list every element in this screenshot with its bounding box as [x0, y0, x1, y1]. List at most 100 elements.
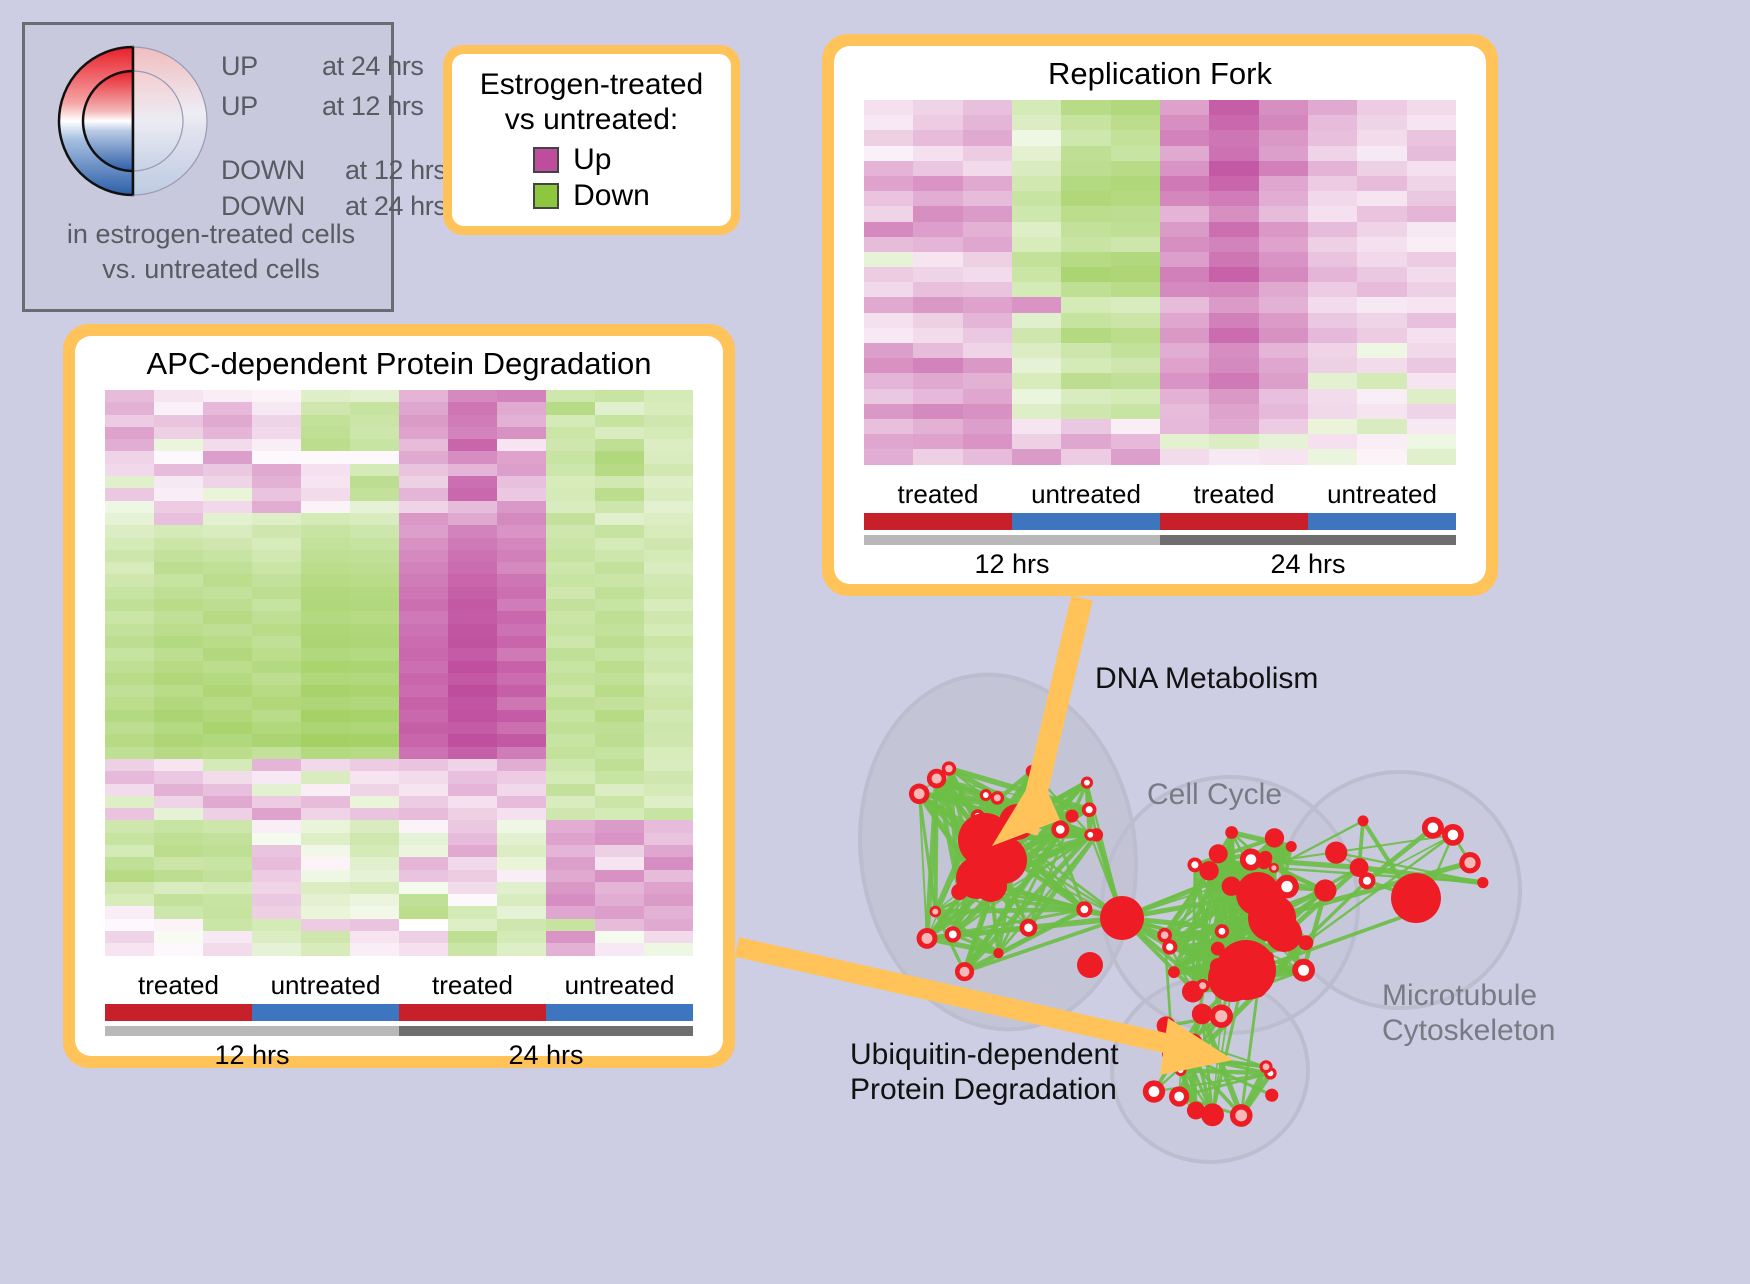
heatmap-cell [546, 476, 595, 488]
heatmap-cell [644, 673, 693, 685]
heatmap-cell [154, 796, 203, 808]
heatmap-cell [546, 488, 595, 500]
heatmap-cell [203, 943, 252, 955]
heatmap-cell [1308, 237, 1357, 252]
network-node [1391, 873, 1441, 923]
heatmap-cell [1357, 434, 1406, 449]
heatmap-cell [1012, 176, 1061, 191]
heatmap-cell [399, 562, 448, 574]
heatmap-cell [105, 415, 154, 427]
heatmap-cell [301, 820, 350, 832]
heatmap-cell [448, 820, 497, 832]
heatmap-cell [644, 882, 693, 894]
heatmap-cell [1061, 146, 1110, 161]
heatmap-cell [546, 661, 595, 673]
heatmap-cell [301, 574, 350, 586]
heatmap-cell [105, 759, 154, 771]
heatmap-cell [105, 402, 154, 414]
heatmap-cell [1308, 328, 1357, 343]
heatmap-cell [154, 759, 203, 771]
timepoint-label-0: 12 hrs [864, 545, 1160, 580]
heatmap-cell [595, 673, 644, 685]
heatmap-cell [350, 906, 399, 918]
heatmap-cell [399, 943, 448, 955]
heatmap-cell [913, 176, 962, 191]
heatmap-cell [1061, 282, 1110, 297]
heatmap-cell [595, 870, 644, 882]
heatmap-cell [1012, 161, 1061, 176]
heatmap-cell [350, 734, 399, 746]
heatmap-cell [154, 882, 203, 894]
network-node [1192, 1004, 1213, 1025]
heatmap-cell [497, 427, 546, 439]
heatmap-cell [644, 870, 693, 882]
heatmap-cell [497, 673, 546, 685]
heatmap-cell [1259, 434, 1308, 449]
heatmap-cell [301, 624, 350, 636]
heatmap-cell [203, 415, 252, 427]
heatmap-cell [448, 611, 497, 623]
heatmap-cell [913, 343, 962, 358]
heatmap-cell [154, 820, 203, 832]
network-node [1066, 809, 1079, 822]
heatmap-cell [1209, 237, 1258, 252]
heatmap-cell [1111, 130, 1160, 145]
heatmap-cell [1357, 313, 1406, 328]
network-node-core [1087, 832, 1093, 838]
network-node-core [1191, 861, 1198, 868]
heatmap-cell [399, 525, 448, 537]
heatmap-cell [350, 771, 399, 783]
heatmap-cell [913, 237, 962, 252]
heatmap-cell [644, 415, 693, 427]
heatmap-cell [1407, 358, 1456, 373]
heatmap-cell [1012, 146, 1061, 161]
heatmap-cell [595, 611, 644, 623]
heatmap-cell [1209, 313, 1258, 328]
heatmap-cell [203, 759, 252, 771]
heatmap-cell [301, 488, 350, 500]
heatmap-cell [595, 501, 644, 513]
heatmap-cell [546, 415, 595, 427]
heatmap-cell [301, 661, 350, 673]
timepoint-color-bar-apc [105, 1026, 693, 1036]
heatmap-cell [1357, 282, 1406, 297]
heatmap-cell [448, 796, 497, 808]
heatmap-cell [203, 685, 252, 697]
heatmap-cell [154, 722, 203, 734]
heatmap-cell [350, 624, 399, 636]
heatmap-cell [252, 550, 301, 562]
heatmap-cell [963, 373, 1012, 388]
heatmap-cell [203, 894, 252, 906]
heatmap-cell [1160, 206, 1209, 221]
heatmap-cell [1061, 100, 1110, 115]
heatmap-cell [1111, 449, 1160, 464]
heatmap-cell [1357, 267, 1406, 282]
heatmap-cell [497, 550, 546, 562]
heatmap-cell [399, 513, 448, 525]
heatmap-cell [1111, 161, 1160, 176]
heatmap-cell [595, 488, 644, 500]
heatmap-cell [1012, 389, 1061, 404]
heatmap-cell [1061, 297, 1110, 312]
heatmap-cell [963, 191, 1012, 206]
heatmap-cell [252, 439, 301, 451]
heatmap-cell [546, 722, 595, 734]
heatmap-cell [913, 146, 962, 161]
heatmap-cell [644, 574, 693, 586]
heatmap-cell [252, 722, 301, 734]
network-node-core [994, 794, 1001, 801]
heatmap-cell [644, 857, 693, 869]
heatmap-cell [203, 820, 252, 832]
heatmap-cell [105, 661, 154, 673]
heatmap-cell [864, 404, 913, 419]
heatmap-cell [644, 488, 693, 500]
heatmap-cell [1111, 237, 1160, 252]
heatmap-cell [546, 808, 595, 820]
heatmap-apc [105, 390, 693, 956]
heatmap-cell [1259, 237, 1308, 252]
heatmap-cell [301, 685, 350, 697]
heatmap-cell [1209, 115, 1258, 130]
heatmap-cell [644, 734, 693, 746]
heatmap-cell [301, 833, 350, 845]
heatmap-cell [105, 439, 154, 451]
